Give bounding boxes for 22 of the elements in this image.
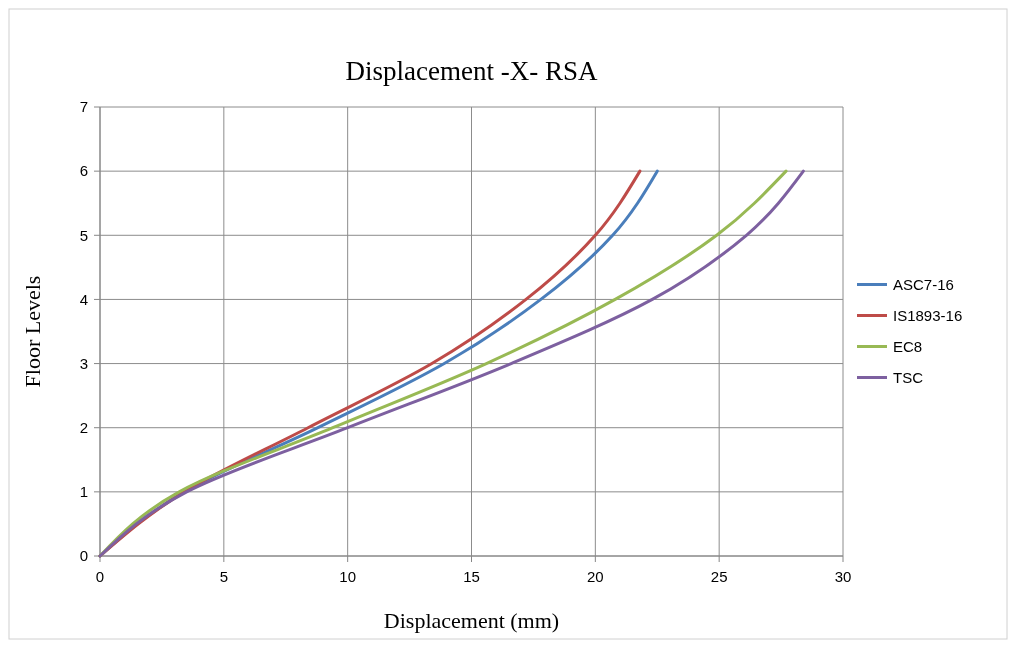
y-tick-label: 6 — [79, 162, 88, 180]
legend-label: IS1893-16 — [893, 306, 963, 324]
chart-title: Displacement -X- RSA — [345, 56, 598, 86]
x-tick-label: 15 — [463, 568, 480, 585]
x-tick-label: 0 — [95, 568, 105, 585]
legend-label: TSC — [893, 368, 924, 386]
legend-label: ASC7-16 — [893, 275, 954, 293]
x-tick-label: 20 — [586, 568, 604, 585]
y-tick-label: 7 — [79, 98, 88, 116]
x-tick-label: 30 — [834, 568, 852, 585]
x-axis-title: Displacement (mm) — [383, 608, 560, 633]
y-tick-label: 1 — [79, 483, 88, 501]
y-tick-label: 4 — [79, 290, 88, 308]
y-tick-label: 3 — [79, 354, 88, 372]
y-tick-label: 5 — [79, 226, 88, 244]
y-tick-label: 0 — [79, 547, 88, 565]
y-axis-title: Floor Levels — [20, 275, 45, 388]
x-tick-label: 5 — [219, 568, 229, 585]
x-tick-label: 25 — [710, 568, 728, 585]
x-tick-label: 10 — [339, 568, 357, 585]
legend-label: EC8 — [893, 337, 923, 355]
y-tick-label: 2 — [79, 418, 88, 436]
